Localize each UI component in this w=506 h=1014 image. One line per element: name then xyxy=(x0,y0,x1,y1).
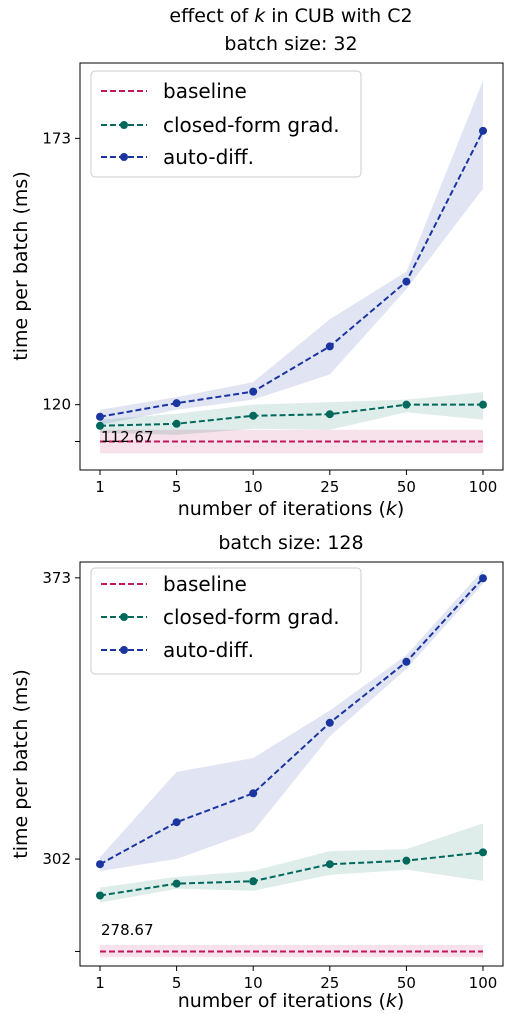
chart-batch-32: batch size: 32 112.67 1 5 10 25 50 100120173 … xyxy=(10,33,504,520)
point-auto-diff-25 xyxy=(325,342,334,351)
legend-auto-diff-label: auto-diff. xyxy=(163,145,254,169)
point-auto-diff-5 xyxy=(172,818,181,827)
band-auto-diff xyxy=(100,80,483,425)
point-closed-form-grad-5 xyxy=(172,419,181,428)
legend-auto-diff-marker xyxy=(120,153,128,161)
band-auto-diff xyxy=(100,569,483,871)
point-closed-form-grad-1 xyxy=(96,421,104,430)
x-tick-label: 5 xyxy=(172,478,182,496)
legend-box xyxy=(90,70,362,178)
point-closed-form-grad-10 xyxy=(249,877,258,886)
legend-closed-form-marker xyxy=(120,121,128,129)
point-auto-diff-1 xyxy=(96,412,104,421)
chart-batch-128: batch size: 128 278.67 1 5 10 25 50 100 302 373… xyxy=(10,532,504,1012)
plot-frame xyxy=(79,62,504,471)
line-auto-diff xyxy=(99,130,484,418)
x-tick-label: 10 xyxy=(244,974,263,992)
y-tick-label: 302 xyxy=(42,850,71,868)
legend-baseline-label: baseline xyxy=(163,572,247,596)
point-auto-diff-10 xyxy=(249,789,258,798)
y-axis-label: time per batch (ms) xyxy=(10,171,32,360)
figure-title: effect of k in CUB with C2 xyxy=(169,5,412,27)
series-lines xyxy=(99,577,484,953)
legend-closed-form-marker xyxy=(120,613,128,621)
point-auto-diff-100 xyxy=(479,574,487,583)
series-markers xyxy=(96,574,487,900)
x-tick-label: 25 xyxy=(320,974,339,992)
legend-closed-form-label: closed-form grad. xyxy=(163,605,340,629)
point-auto-diff-25 xyxy=(325,718,334,727)
series-lines xyxy=(99,130,484,443)
legend: baseline closed-form grad. auto-diff. xyxy=(90,567,362,675)
point-auto-diff-1 xyxy=(96,860,104,869)
band-closed-form-grad xyxy=(100,823,483,903)
series-markers xyxy=(96,126,487,430)
axis-ticks: 1 5 10 25 50 100 120 173 xyxy=(42,129,497,496)
point-closed-form-grad-25 xyxy=(325,410,334,419)
point-closed-form-grad-25 xyxy=(325,860,334,869)
x-tick-label: 1 xyxy=(95,974,105,992)
x-tick-label: 5 xyxy=(172,974,182,992)
point-auto-diff-50 xyxy=(402,277,411,286)
y-axis-label: time per batch (ms) xyxy=(10,669,32,858)
point-auto-diff-5 xyxy=(172,399,181,408)
x-tick-label: 25 xyxy=(320,478,339,496)
line-auto-diff xyxy=(99,577,484,866)
baseline-value-annotation: 278.67 xyxy=(101,921,154,939)
legend: baseline closed-form grad. auto-diff. xyxy=(90,70,362,178)
point-auto-diff-50 xyxy=(402,657,411,666)
plot-frame xyxy=(79,561,504,967)
axis-ticks: 1 5 10 25 50 100 302 373 xyxy=(42,569,497,992)
chart-title: batch size: 32 xyxy=(224,33,357,55)
x-tick-label: 100 xyxy=(469,478,498,496)
point-closed-form-grad-50 xyxy=(402,856,411,865)
y-tick-label: 120 xyxy=(42,396,71,414)
x-tick-label: 10 xyxy=(244,478,263,496)
point-closed-form-grad-100 xyxy=(479,848,487,857)
point-closed-form-grad-10 xyxy=(249,411,258,420)
legend-baseline-label: baseline xyxy=(163,79,247,103)
band-closed-form-grad xyxy=(100,392,483,435)
point-closed-form-grad-100 xyxy=(479,400,487,409)
baseline-value-annotation: 112.67 xyxy=(101,428,154,446)
point-closed-form-grad-5 xyxy=(172,879,181,888)
legend-box xyxy=(90,567,362,675)
y-tick-label: 373 xyxy=(42,569,71,587)
point-closed-form-grad-50 xyxy=(402,400,411,409)
point-auto-diff-10 xyxy=(249,387,258,396)
x-tick-label: 1 xyxy=(95,478,105,496)
point-closed-form-grad-1 xyxy=(96,891,104,900)
point-auto-diff-100 xyxy=(479,126,487,135)
line-closed-form-grad xyxy=(99,403,483,427)
x-axis-label: number of iterations (k) xyxy=(178,498,405,520)
legend-auto-diff-marker xyxy=(120,646,128,654)
legend-closed-form-label: closed-form grad. xyxy=(163,113,340,137)
chart-title: batch size: 128 xyxy=(218,532,363,554)
line-closed-form-grad xyxy=(99,851,484,897)
x-tick-label: 50 xyxy=(397,974,416,992)
y-tick-label: 173 xyxy=(42,129,71,147)
x-axis-label: number of iterations (k) xyxy=(178,990,405,1012)
x-tick-label: 100 xyxy=(469,974,498,992)
legend-auto-diff-label: auto-diff. xyxy=(163,638,254,662)
x-tick-label: 50 xyxy=(397,478,416,496)
